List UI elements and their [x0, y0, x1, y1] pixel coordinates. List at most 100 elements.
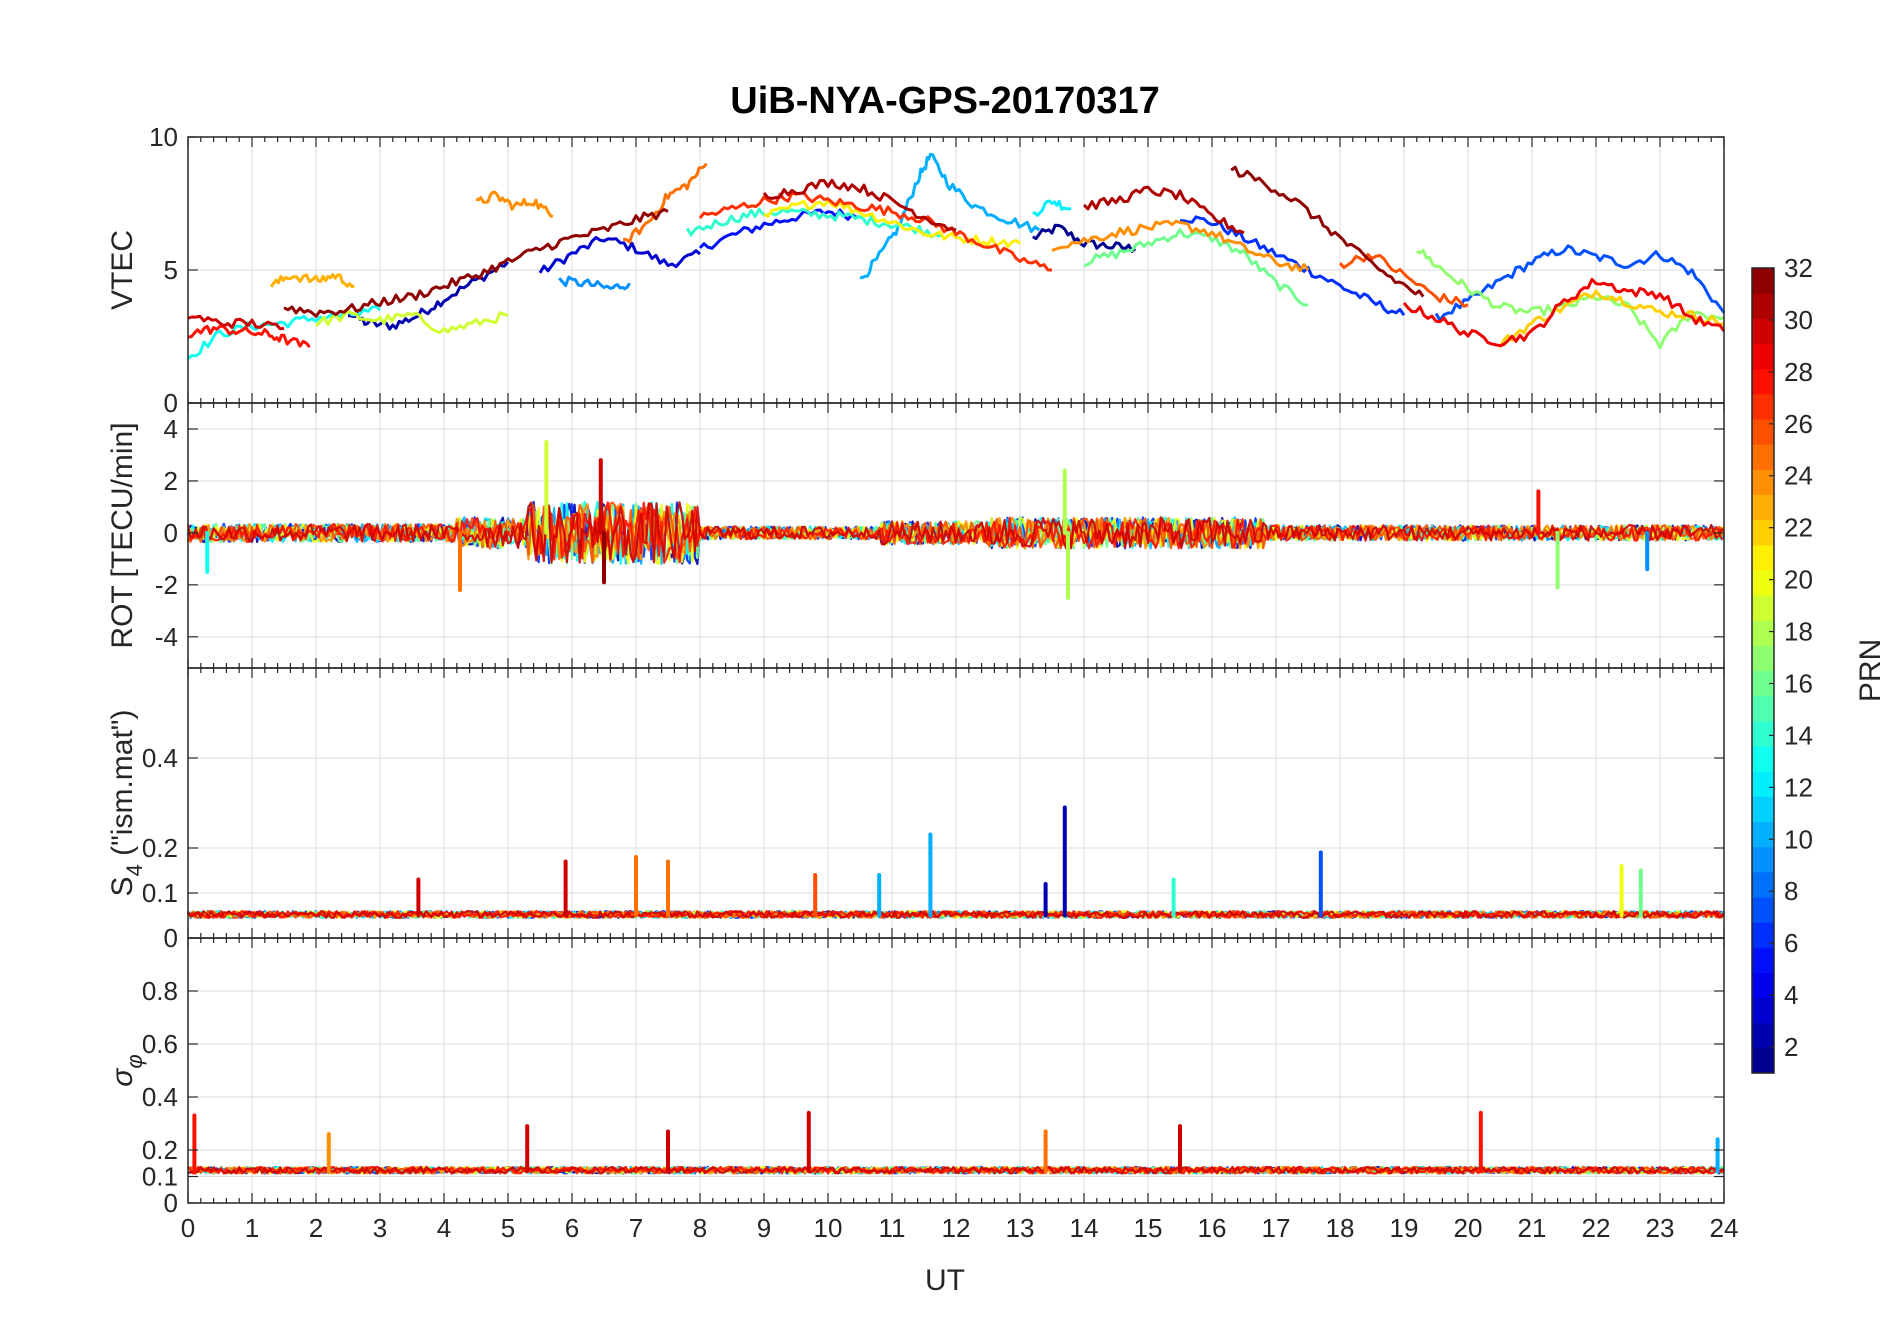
colorbar-band — [1752, 771, 1774, 797]
chart-title: UiB-NYA-GPS-20170317 — [730, 80, 1159, 122]
vtec-series-prn-21 — [763, 198, 1021, 248]
vtec-series-prn-30 — [187, 314, 285, 331]
vtec-series-prn-24 — [1051, 219, 1310, 273]
y-axis-label: S4 ("ism.mat") — [106, 710, 147, 897]
x-tick-label: 16 — [1198, 1213, 1227, 1243]
x-tick-label: 4 — [437, 1213, 451, 1243]
colorbar-band — [1752, 947, 1774, 973]
colorbar-tick-label: 8 — [1784, 876, 1798, 906]
colorbar-frame — [1751, 267, 1775, 1074]
vtec-series-prn-5 — [698, 208, 861, 250]
colorbar-tick-label: 16 — [1784, 668, 1813, 698]
colorbar-band — [1752, 997, 1774, 1024]
x-tick-label: 11 — [879, 1213, 906, 1243]
colorbar-tick-label: 18 — [1784, 617, 1813, 647]
y-tick-label: 10 — [149, 122, 178, 152]
y-tick-label: 0 — [164, 388, 178, 418]
x-axis-label: UT — [925, 1264, 965, 1297]
panel-3: 00.10.20.4S4 ("ism.mat") — [106, 667, 1725, 953]
y-tick-label: 0.1 — [142, 1162, 178, 1192]
x-tick-label: 21 — [1518, 1213, 1547, 1243]
grid — [187, 938, 1725, 1204]
vtec-series-prn-23 — [269, 273, 355, 288]
x-tick-label: 12 — [942, 1213, 971, 1243]
colorbar-tick-label: 2 — [1784, 1032, 1798, 1062]
trace-prn-30 — [187, 1165, 1725, 1175]
vtec-series-prn-25 — [622, 162, 708, 244]
colorbar-band — [1752, 469, 1774, 496]
colorbar-band — [1752, 620, 1774, 646]
colorbar-band — [1752, 922, 1774, 948]
colorbar-band — [1752, 846, 1774, 873]
y-tick-label: 0.8 — [142, 976, 178, 1006]
colorbar-tick-label: 6 — [1784, 928, 1798, 958]
vtec-series-prn-32 — [283, 208, 669, 318]
series-group — [187, 152, 1726, 360]
x-tick-label: 8 — [693, 1213, 707, 1243]
x-tick-label: 22 — [1582, 1213, 1611, 1243]
vtec-series-prn-7 — [1434, 244, 1726, 322]
colorbar-tick-label: 24 — [1784, 461, 1813, 491]
x-tick-label: 2 — [309, 1213, 323, 1243]
colorbar-band — [1752, 796, 1774, 823]
y-axis-label-sub: 4 — [122, 864, 147, 876]
x-ticks — [187, 938, 1725, 1203]
y-tick-label: 5 — [164, 255, 178, 285]
panel-1: 0 5 10 VTEC — [106, 122, 1726, 418]
colorbar-tick-label: 4 — [1784, 980, 1798, 1010]
vtec-series-prn-31 — [1082, 185, 1245, 235]
colorbar-band — [1752, 821, 1774, 848]
y-tick-label: 0.1 — [142, 878, 178, 908]
y-axis-label: VTEC — [106, 230, 139, 310]
colorbar-band — [1752, 368, 1774, 395]
x-tick-label: 20 — [1454, 1213, 1483, 1243]
colorbar-band — [1752, 444, 1774, 470]
colorbar-band — [1752, 1047, 1774, 1074]
vtec-series-prn-32 — [1230, 165, 1425, 298]
vtec-series-prn-17 — [1416, 248, 1725, 350]
y-tick-label: 0 — [164, 923, 178, 953]
x-tick-label: 0 — [181, 1213, 195, 1243]
trace-prn-30 — [186, 501, 1725, 564]
trace-prn-30 — [187, 909, 1725, 920]
x-tick-label: 5 — [501, 1213, 515, 1243]
vtec-series-prn-1 — [1032, 223, 1137, 253]
colorbar-tick-label: 10 — [1784, 824, 1813, 854]
x-ticks — [187, 668, 1725, 938]
vtec-series-prn-12 — [1032, 199, 1072, 217]
colorbar-label: PRN — [1854, 639, 1887, 702]
vtec-series-prn-9 — [558, 275, 631, 291]
y-tick-label: 0.4 — [142, 1082, 178, 1112]
x-tick-label: 3 — [373, 1213, 387, 1243]
y-tick-label: 4 — [164, 414, 178, 444]
colorbar-band — [1752, 720, 1774, 747]
colorbar-band — [1752, 418, 1774, 445]
colorbar-band — [1752, 343, 1774, 370]
vtec-series-prn-29 — [1402, 277, 1726, 348]
colorbar-band — [1752, 293, 1774, 319]
vtec-series-prn-27 — [698, 191, 1053, 272]
y-tick-label: 0 — [164, 1188, 178, 1218]
vtec-series-prn-26 — [1338, 252, 1469, 308]
y-tick-label: 0.2 — [142, 1135, 178, 1165]
colorbar-band — [1752, 544, 1774, 571]
colorbar-tick-label: 28 — [1784, 357, 1813, 387]
grid — [187, 136, 1725, 404]
colorbar-band — [1752, 695, 1774, 722]
colorbar-band — [1752, 569, 1774, 596]
trace-prn-28 — [187, 909, 1725, 920]
series-group — [186, 1110, 1725, 1175]
y-tick-label: -2 — [155, 570, 178, 600]
x-tick-label: 18 — [1326, 1213, 1355, 1243]
vtec-series-prn-19 — [314, 309, 509, 335]
trace-prn-13 — [186, 500, 1726, 566]
vtec-series-prn-28 — [187, 324, 311, 349]
y-axis-label: σφ — [106, 1054, 147, 1086]
vtec-series-prn-31 — [762, 178, 957, 232]
x-tick-label: 17 — [1262, 1213, 1291, 1243]
x-tick-label: 14 — [1070, 1213, 1099, 1243]
colorbar-tick-label: 20 — [1784, 565, 1813, 595]
